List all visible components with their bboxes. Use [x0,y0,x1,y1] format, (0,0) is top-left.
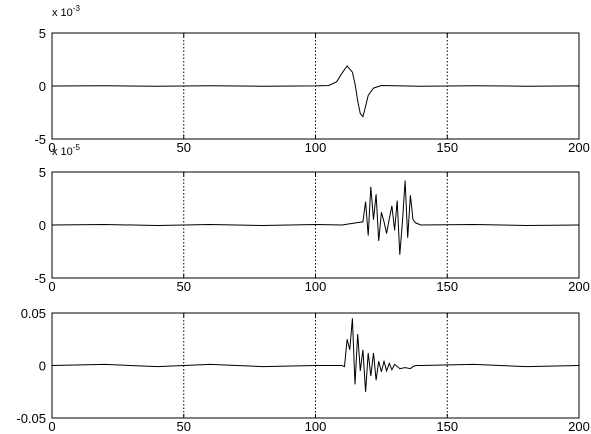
series-line [51,318,580,392]
series-line [51,65,580,118]
x-tick-label: 200 [568,279,590,294]
y-exponent-label: x 10-5 [52,143,80,158]
x-tick-label: 100 [305,140,327,155]
y-tick-label: 0 [39,218,46,233]
y-exponent-label: x 10-3 [52,4,80,19]
x-tick-label: 50 [177,279,191,294]
y-tick-label: 5 [39,26,46,41]
y-tick-label: 0 [39,359,46,374]
y-tick-label: 5 [39,165,46,180]
x-tick-label: 0 [48,140,55,155]
x-tick-label: 0 [48,279,55,294]
y-tick-label: 0 [39,79,46,94]
x-tick-label: 150 [436,140,458,155]
x-tick-label: 200 [568,419,590,434]
x-tick-label: 200 [568,140,590,155]
x-tick-label: 0 [48,419,55,434]
x-tick-label: 50 [177,140,191,155]
y-tick-label: 0.05 [21,306,46,321]
x-tick-label: 150 [436,419,458,434]
x-tick-label: 100 [305,279,327,294]
y-tick-label: -5 [34,132,46,147]
x-tick-label: 100 [305,419,327,434]
x-tick-label: 150 [436,279,458,294]
y-tick-label: -5 [34,271,46,286]
series-line [51,180,580,255]
y-tick-label: -0.05 [16,411,46,426]
x-tick-label: 50 [177,419,191,434]
